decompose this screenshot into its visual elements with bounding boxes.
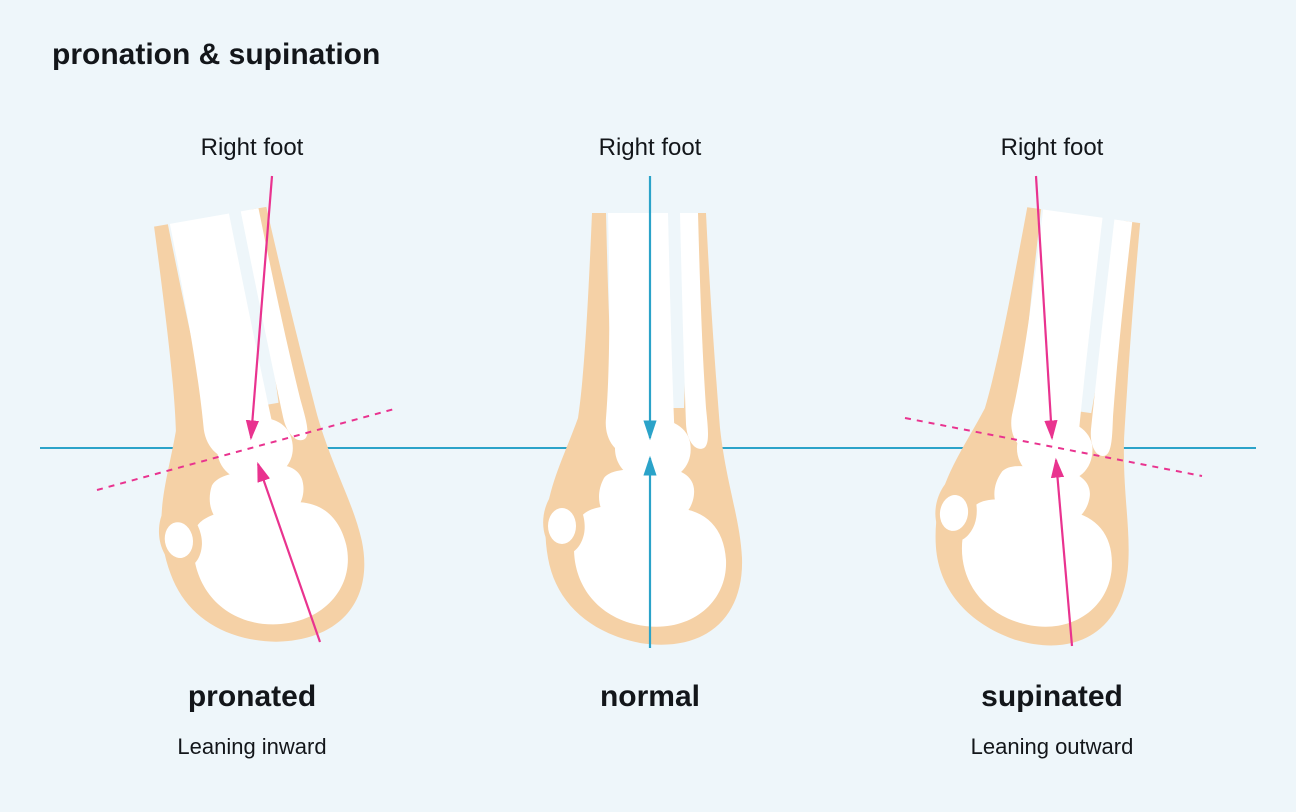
top-label-pronated: Right foot [102,134,402,162]
panel-supinated: Right foot [902,134,1202,162]
bottom-title-pronated: pronated [52,680,452,714]
bottom-sub-pronated: Leaning inward [52,734,452,760]
top-label-supinated: Right foot [902,134,1202,162]
panel-pronated: Right foot [102,134,402,162]
page-title: pronation & supination [52,38,380,72]
diagram-canvas: pronation & supination Right foot Right … [0,0,1296,812]
bottom-sub-supinated: Leaning outward [852,734,1252,760]
bottom-title-normal: normal [450,680,850,714]
panel-normal: Right foot [500,134,800,162]
bottom-title-supinated: supinated [852,680,1252,714]
top-label-normal: Right foot [500,134,800,162]
